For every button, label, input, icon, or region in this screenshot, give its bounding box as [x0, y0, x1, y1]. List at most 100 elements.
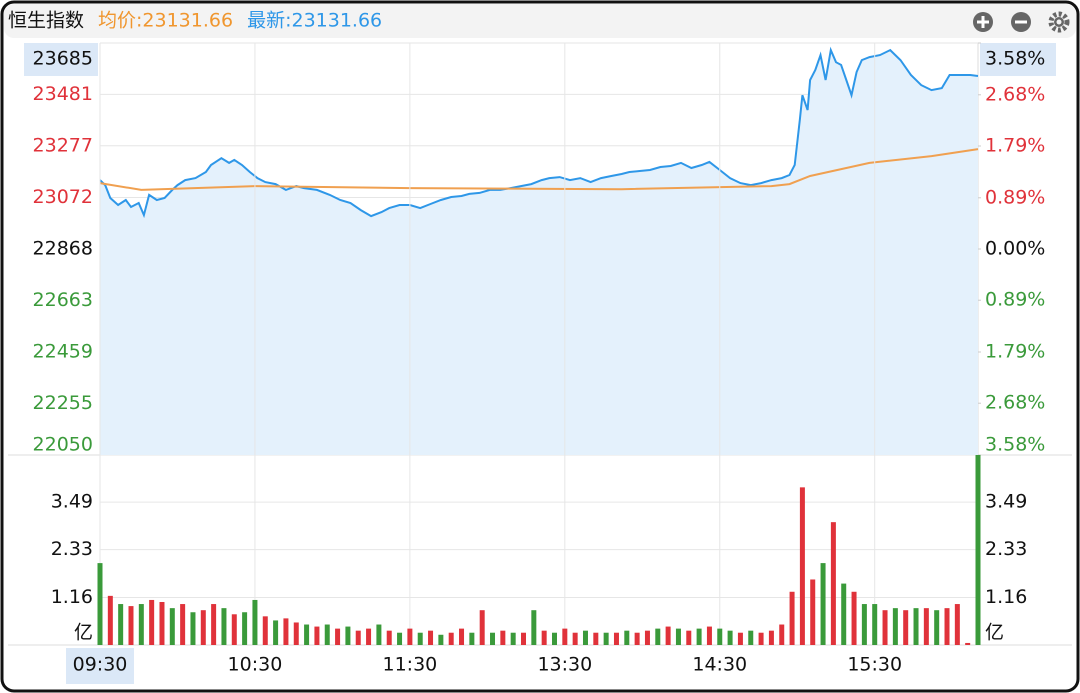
settings-button[interactable] — [1048, 11, 1070, 33]
price-area — [100, 50, 978, 455]
volume-bar — [624, 630, 630, 645]
zoom-out-button[interactable] — [1011, 12, 1031, 32]
volume-bar — [242, 612, 248, 645]
volume-bar — [913, 608, 919, 645]
y2-tick-label: 0.89% — [985, 186, 1045, 208]
y2-tick-label: 0.89% — [985, 289, 1045, 311]
volume-bar — [355, 630, 361, 645]
volume-bar — [314, 626, 320, 645]
volume-bar — [965, 642, 971, 645]
volume-bar — [799, 487, 805, 645]
volume-bar — [479, 610, 485, 645]
volume-bar — [934, 610, 940, 645]
volume-bar — [758, 632, 764, 645]
y-tick-label: 1.16 — [51, 586, 93, 608]
average-line — [99, 148, 979, 191]
volume-bar — [159, 602, 165, 645]
volume-bar — [603, 632, 609, 645]
volume-bar — [655, 628, 661, 645]
x-highlight — [66, 648, 134, 684]
volume-bar — [820, 563, 826, 645]
volume-bar — [717, 628, 723, 645]
volume-bar — [459, 628, 465, 645]
volume-bar — [169, 608, 175, 645]
header: 恒生指数 均价:23131.66 最新:23131.66 — [8, 10, 382, 32]
volume-bar — [335, 628, 341, 645]
volume-bar — [727, 630, 733, 645]
volume-bar — [438, 634, 444, 645]
y2-tick-label: 1.79% — [985, 341, 1045, 363]
y2-tick-label: 1.79% — [985, 135, 1045, 157]
y-tick-label: 23277 — [33, 134, 93, 156]
unit-label: 亿 — [985, 622, 1004, 644]
volume-bar — [613, 632, 619, 645]
volume-bar — [521, 632, 527, 645]
volume-bar — [789, 591, 795, 645]
volume-bar — [841, 583, 847, 645]
volume-bar — [768, 630, 774, 645]
x-tick-label: 13:30 — [537, 654, 592, 676]
volume-bar — [221, 608, 227, 645]
volume-bar — [252, 599, 258, 645]
y-tick-label: 23072 — [33, 186, 93, 208]
y2-tick-label: 3.58% — [985, 48, 1045, 70]
volume-bar — [779, 624, 785, 645]
volume-bar — [490, 632, 496, 645]
y2-highlight — [980, 43, 1056, 76]
volume-bar — [200, 610, 206, 645]
volume-bar — [582, 630, 588, 645]
volume-bar — [231, 614, 237, 645]
zoom-in-button[interactable] — [973, 12, 993, 32]
price-line — [99, 46, 979, 219]
volume-bar — [954, 604, 960, 645]
y-tick-label: 2.33 — [51, 538, 93, 560]
volume-bar — [138, 604, 144, 645]
y-tick-label: 22868 — [33, 237, 93, 259]
volume-bar — [634, 632, 640, 645]
volume-bar — [923, 608, 929, 645]
volume-bar — [500, 630, 506, 645]
volume-bar — [644, 630, 650, 645]
volume-bar — [892, 608, 898, 645]
header-bar — [4, 4, 1076, 38]
volume-bar — [448, 632, 454, 645]
volume-bar — [861, 604, 867, 645]
volume-bar — [345, 626, 351, 645]
volume-bar — [944, 608, 950, 645]
volume-bar — [737, 632, 743, 645]
volume-bar — [107, 595, 113, 645]
volume-bar — [531, 610, 537, 645]
x-tick-label: 11:30 — [382, 654, 437, 676]
volume-bar — [706, 626, 712, 645]
volume-bar — [211, 604, 217, 645]
volume-bar — [872, 604, 878, 645]
volume-bar — [293, 622, 299, 645]
volume-bar — [262, 616, 268, 645]
volume-bar — [675, 628, 681, 645]
y-tick-label: 22255 — [33, 392, 93, 414]
volume-bar — [118, 604, 124, 645]
y2-tick-label: 2.68% — [985, 392, 1045, 414]
volume-bar — [593, 632, 599, 645]
volume-bar — [97, 563, 103, 645]
y-tick-label: 22663 — [33, 289, 93, 311]
unit-label: 亿 — [74, 622, 93, 644]
y2-tick-label: 3.49 — [985, 491, 1027, 513]
volume-bar — [851, 591, 857, 645]
volume-bar — [428, 630, 434, 645]
volume-bar — [283, 618, 289, 645]
volume-bar — [810, 579, 816, 645]
volume-bar — [510, 632, 516, 645]
y2-tick-label: 3.58% — [985, 434, 1045, 456]
plot: 23685 23481 23277 23072 22868 22663 22459 22255… — [8, 42, 1072, 676]
volume-bar — [128, 606, 134, 645]
volume-bar — [696, 628, 702, 645]
volume-bar — [562, 628, 568, 645]
x-tick-label: 14:30 — [692, 654, 747, 676]
volume-bar — [190, 612, 196, 645]
volume-bar — [397, 632, 403, 645]
y-tick-label: 23685 — [33, 48, 93, 70]
volume-bar — [149, 599, 155, 645]
y-highlight — [24, 43, 98, 76]
